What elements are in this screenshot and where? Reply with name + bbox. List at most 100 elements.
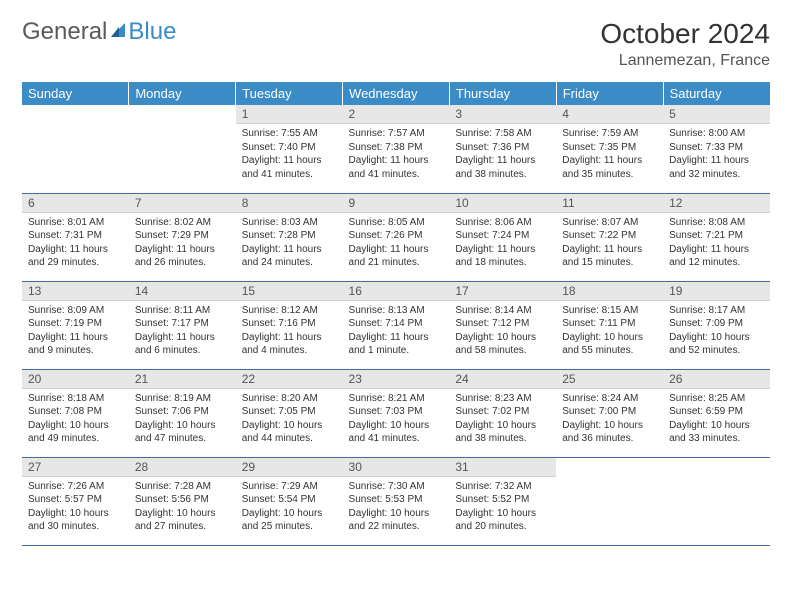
- sail-icon: [109, 18, 127, 46]
- day-number: 2: [343, 105, 450, 124]
- day-cell: 13Sunrise: 8:09 AMSunset: 7:19 PMDayligh…: [22, 281, 129, 369]
- day-body: Sunrise: 7:32 AMSunset: 5:52 PMDaylight:…: [449, 477, 556, 538]
- day-body: Sunrise: 8:08 AMSunset: 7:21 PMDaylight:…: [663, 213, 770, 274]
- day-cell: 24Sunrise: 8:23 AMSunset: 7:02 PMDayligh…: [449, 369, 556, 457]
- day-number: 4: [556, 105, 663, 124]
- day-number: 26: [663, 370, 770, 389]
- calendar-table: SundayMondayTuesdayWednesdayThursdayFrid…: [22, 82, 770, 546]
- day-body: Sunrise: 8:20 AMSunset: 7:05 PMDaylight:…: [236, 389, 343, 450]
- day-cell: 17Sunrise: 8:14 AMSunset: 7:12 PMDayligh…: [449, 281, 556, 369]
- day-cell: 20Sunrise: 8:18 AMSunset: 7:08 PMDayligh…: [22, 369, 129, 457]
- day-number: 7: [129, 194, 236, 213]
- day-body: Sunrise: 8:14 AMSunset: 7:12 PMDaylight:…: [449, 301, 556, 362]
- day-body: Sunrise: 8:18 AMSunset: 7:08 PMDaylight:…: [22, 389, 129, 450]
- day-body: Sunrise: 7:29 AMSunset: 5:54 PMDaylight:…: [236, 477, 343, 538]
- day-body: Sunrise: 8:17 AMSunset: 7:09 PMDaylight:…: [663, 301, 770, 362]
- day-cell: 30Sunrise: 7:30 AMSunset: 5:53 PMDayligh…: [343, 457, 450, 545]
- day-body: Sunrise: 8:15 AMSunset: 7:11 PMDaylight:…: [556, 301, 663, 362]
- day-cell: 6Sunrise: 8:01 AMSunset: 7:31 PMDaylight…: [22, 193, 129, 281]
- day-number: 23: [343, 370, 450, 389]
- month-title: October 2024: [600, 18, 770, 50]
- day-cell: 31Sunrise: 7:32 AMSunset: 5:52 PMDayligh…: [449, 457, 556, 545]
- title-block: October 2024 Lannemezan, France: [600, 18, 770, 70]
- day-cell: 8Sunrise: 8:03 AMSunset: 7:28 PMDaylight…: [236, 193, 343, 281]
- day-number: 3: [449, 105, 556, 124]
- day-cell: 10Sunrise: 8:06 AMSunset: 7:24 PMDayligh…: [449, 193, 556, 281]
- day-cell: 5Sunrise: 8:00 AMSunset: 7:33 PMDaylight…: [663, 105, 770, 193]
- day-number: 27: [22, 458, 129, 477]
- weekday-header: Tuesday: [236, 82, 343, 105]
- day-number: 30: [343, 458, 450, 477]
- day-body: Sunrise: 8:03 AMSunset: 7:28 PMDaylight:…: [236, 213, 343, 274]
- day-number: 29: [236, 458, 343, 477]
- day-body: Sunrise: 8:05 AMSunset: 7:26 PMDaylight:…: [343, 213, 450, 274]
- day-body: Sunrise: 7:58 AMSunset: 7:36 PMDaylight:…: [449, 124, 556, 185]
- day-cell: 16Sunrise: 8:13 AMSunset: 7:14 PMDayligh…: [343, 281, 450, 369]
- day-cell: 4Sunrise: 7:59 AMSunset: 7:35 PMDaylight…: [556, 105, 663, 193]
- day-body: Sunrise: 7:55 AMSunset: 7:40 PMDaylight:…: [236, 124, 343, 185]
- day-body: Sunrise: 8:23 AMSunset: 7:02 PMDaylight:…: [449, 389, 556, 450]
- location: Lannemezan, France: [600, 52, 770, 70]
- empty-cell: [556, 457, 663, 545]
- empty-cell: [663, 457, 770, 545]
- calendar-row: 27Sunrise: 7:26 AMSunset: 5:57 PMDayligh…: [22, 457, 770, 545]
- day-number: 19: [663, 282, 770, 301]
- day-number: 21: [129, 370, 236, 389]
- day-body: Sunrise: 8:19 AMSunset: 7:06 PMDaylight:…: [129, 389, 236, 450]
- day-body: Sunrise: 7:57 AMSunset: 7:38 PMDaylight:…: [343, 124, 450, 185]
- day-cell: 22Sunrise: 8:20 AMSunset: 7:05 PMDayligh…: [236, 369, 343, 457]
- weekday-header: Thursday: [449, 82, 556, 105]
- day-cell: 21Sunrise: 8:19 AMSunset: 7:06 PMDayligh…: [129, 369, 236, 457]
- day-body: Sunrise: 7:26 AMSunset: 5:57 PMDaylight:…: [22, 477, 129, 538]
- day-cell: 12Sunrise: 8:08 AMSunset: 7:21 PMDayligh…: [663, 193, 770, 281]
- day-number: 28: [129, 458, 236, 477]
- weekday-header: Monday: [129, 82, 236, 105]
- calendar-row: 13Sunrise: 8:09 AMSunset: 7:19 PMDayligh…: [22, 281, 770, 369]
- day-number: 1: [236, 105, 343, 124]
- logo: General Blue: [22, 18, 176, 46]
- day-cell: 28Sunrise: 7:28 AMSunset: 5:56 PMDayligh…: [129, 457, 236, 545]
- calendar-row: 6Sunrise: 8:01 AMSunset: 7:31 PMDaylight…: [22, 193, 770, 281]
- day-number: 17: [449, 282, 556, 301]
- day-body: Sunrise: 8:21 AMSunset: 7:03 PMDaylight:…: [343, 389, 450, 450]
- day-number: 13: [22, 282, 129, 301]
- day-number: 6: [22, 194, 129, 213]
- day-body: Sunrise: 8:06 AMSunset: 7:24 PMDaylight:…: [449, 213, 556, 274]
- calendar-row: 1Sunrise: 7:55 AMSunset: 7:40 PMDaylight…: [22, 105, 770, 193]
- day-body: Sunrise: 8:02 AMSunset: 7:29 PMDaylight:…: [129, 213, 236, 274]
- day-cell: 1Sunrise: 7:55 AMSunset: 7:40 PMDaylight…: [236, 105, 343, 193]
- day-number: 31: [449, 458, 556, 477]
- day-number: 16: [343, 282, 450, 301]
- weekday-header: Friday: [556, 82, 663, 105]
- day-number: 22: [236, 370, 343, 389]
- calendar-row: 20Sunrise: 8:18 AMSunset: 7:08 PMDayligh…: [22, 369, 770, 457]
- day-cell: 26Sunrise: 8:25 AMSunset: 6:59 PMDayligh…: [663, 369, 770, 457]
- weekday-header: Wednesday: [343, 82, 450, 105]
- logo-text-b: Blue: [128, 18, 176, 46]
- day-number: 20: [22, 370, 129, 389]
- day-body: Sunrise: 8:12 AMSunset: 7:16 PMDaylight:…: [236, 301, 343, 362]
- day-cell: 27Sunrise: 7:26 AMSunset: 5:57 PMDayligh…: [22, 457, 129, 545]
- day-cell: 3Sunrise: 7:58 AMSunset: 7:36 PMDaylight…: [449, 105, 556, 193]
- day-body: Sunrise: 8:13 AMSunset: 7:14 PMDaylight:…: [343, 301, 450, 362]
- day-body: Sunrise: 8:00 AMSunset: 7:33 PMDaylight:…: [663, 124, 770, 185]
- day-body: Sunrise: 8:24 AMSunset: 7:00 PMDaylight:…: [556, 389, 663, 450]
- empty-cell: [129, 105, 236, 193]
- day-body: Sunrise: 7:59 AMSunset: 7:35 PMDaylight:…: [556, 124, 663, 185]
- day-cell: 11Sunrise: 8:07 AMSunset: 7:22 PMDayligh…: [556, 193, 663, 281]
- day-cell: 25Sunrise: 8:24 AMSunset: 7:00 PMDayligh…: [556, 369, 663, 457]
- day-number: 9: [343, 194, 450, 213]
- day-number: 18: [556, 282, 663, 301]
- weekday-header: Saturday: [663, 82, 770, 105]
- day-body: Sunrise: 8:09 AMSunset: 7:19 PMDaylight:…: [22, 301, 129, 362]
- day-body: Sunrise: 7:30 AMSunset: 5:53 PMDaylight:…: [343, 477, 450, 538]
- day-number: 12: [663, 194, 770, 213]
- day-number: 24: [449, 370, 556, 389]
- day-number: 14: [129, 282, 236, 301]
- day-body: Sunrise: 7:28 AMSunset: 5:56 PMDaylight:…: [129, 477, 236, 538]
- day-number: 5: [663, 105, 770, 124]
- day-cell: 14Sunrise: 8:11 AMSunset: 7:17 PMDayligh…: [129, 281, 236, 369]
- day-cell: 23Sunrise: 8:21 AMSunset: 7:03 PMDayligh…: [343, 369, 450, 457]
- day-number: 8: [236, 194, 343, 213]
- day-number: 10: [449, 194, 556, 213]
